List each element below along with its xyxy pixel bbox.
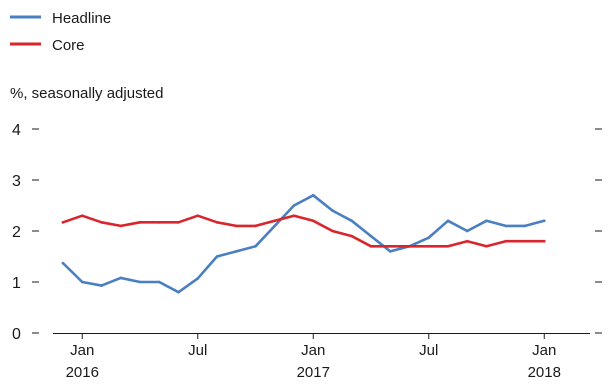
data-point-core xyxy=(292,214,296,217)
data-point-headline xyxy=(369,234,373,238)
data-point-headline xyxy=(177,290,180,294)
data-point-core xyxy=(369,245,373,248)
data-point-headline xyxy=(234,250,238,253)
x-tick-label-year: 2018 xyxy=(528,364,561,380)
data-point-core xyxy=(485,245,488,248)
data-point-core xyxy=(61,221,65,224)
data-point-core xyxy=(311,219,315,223)
y-tick-label: 2 xyxy=(12,224,21,241)
data-point-headline xyxy=(485,219,488,223)
data-point-headline xyxy=(350,219,354,223)
data-point-core xyxy=(157,221,161,224)
data-point-headline xyxy=(388,250,392,253)
data-point-headline xyxy=(254,245,257,248)
data-point-core xyxy=(100,221,103,224)
data-point-core xyxy=(196,214,200,217)
data-point-core xyxy=(446,245,450,248)
data-point-headline xyxy=(331,209,334,212)
data-point-core xyxy=(331,229,334,233)
y-tick-label: 0 xyxy=(12,326,21,343)
y-tick-label: 1 xyxy=(12,275,21,292)
data-point-core xyxy=(523,239,527,243)
data-point-core xyxy=(465,239,469,243)
data-point-core xyxy=(350,234,354,238)
series-line-headline xyxy=(61,194,546,294)
x-tick-label-month: Jan xyxy=(532,342,556,359)
data-point-core xyxy=(273,219,277,223)
data-point-headline xyxy=(311,194,315,197)
x-tick-label-month: Jul xyxy=(188,342,207,359)
data-point-core xyxy=(177,221,180,224)
data-point-core xyxy=(542,239,546,243)
data-point-headline xyxy=(61,261,65,265)
axes: 0 1 2 3 4 Jan 2016 Jul Jan 2017 Jul Jan 2018 xyxy=(12,122,602,381)
data-point-headline xyxy=(542,219,546,223)
data-point-headline xyxy=(138,280,142,284)
data-point-core xyxy=(388,245,392,248)
series-layer xyxy=(61,194,546,294)
data-point-headline xyxy=(80,280,84,284)
data-point-core xyxy=(138,221,142,224)
data-point-core xyxy=(80,214,84,217)
data-point-core xyxy=(427,245,431,248)
y-tick-label: 4 xyxy=(12,122,21,139)
data-point-headline xyxy=(215,255,219,258)
unit-label: %, seasonally adjusted xyxy=(10,85,163,102)
x-tick-label-month: Jan xyxy=(70,342,94,359)
data-point-core xyxy=(119,224,123,228)
data-point-headline xyxy=(427,236,431,239)
data-point-headline xyxy=(504,224,508,228)
legend-label-headline: Headline xyxy=(52,10,111,27)
legend: Headline Core xyxy=(10,10,111,54)
series-line-core xyxy=(61,214,546,248)
data-point-core xyxy=(408,245,411,248)
data-point-headline xyxy=(523,224,527,228)
x-tick-label-year: 2017 xyxy=(297,364,330,380)
legend-label-core: Core xyxy=(52,37,85,54)
x-tick-label-month: Jan xyxy=(301,342,325,359)
data-point-headline xyxy=(292,204,296,207)
data-point-core xyxy=(234,224,238,228)
x-tick-label-year: 2016 xyxy=(66,364,99,380)
data-point-headline xyxy=(157,280,161,284)
data-point-headline xyxy=(446,219,450,223)
data-point-core xyxy=(215,221,219,224)
y-tick-label: 3 xyxy=(12,173,21,190)
data-point-headline xyxy=(196,277,200,280)
data-point-core xyxy=(254,224,257,228)
data-point-headline xyxy=(465,229,469,233)
data-point-core xyxy=(504,239,508,243)
x-tick-label-month: Jul xyxy=(419,342,438,359)
data-point-headline xyxy=(100,284,103,287)
data-point-headline xyxy=(273,224,277,228)
data-point-headline xyxy=(119,276,123,280)
